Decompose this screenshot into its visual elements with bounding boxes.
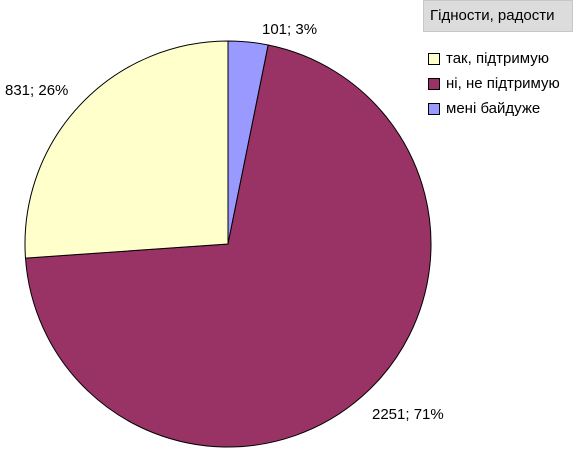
data-label-no: 2251; 71% — [372, 406, 444, 423]
legend-item-indifferent: мені байдуже — [428, 96, 575, 121]
legend: так, підтримую ні, не підтримую мені бай… — [428, 46, 575, 121]
legend-swatch-no — [428, 77, 440, 90]
legend-item-no: ні, не підтримую — [428, 71, 575, 96]
legend-label-yes: так, підтримую — [446, 50, 549, 67]
legend-item-yes: так, підтримую — [428, 46, 575, 71]
legend-label-no: ні, не підтримую — [446, 75, 560, 92]
data-label-indifferent: 101; 3% — [262, 21, 317, 38]
legend-title: Гідности, радости — [423, 0, 573, 32]
legend-label-indifferent: мені байдуже — [446, 100, 541, 117]
pie-slice-yes — [24, 40, 229, 259]
legend-swatch-yes — [428, 52, 440, 65]
pie-slice-no — [24, 44, 432, 448]
data-label-yes: 831; 26% — [5, 82, 68, 99]
legend-swatch-indifferent — [428, 102, 440, 115]
